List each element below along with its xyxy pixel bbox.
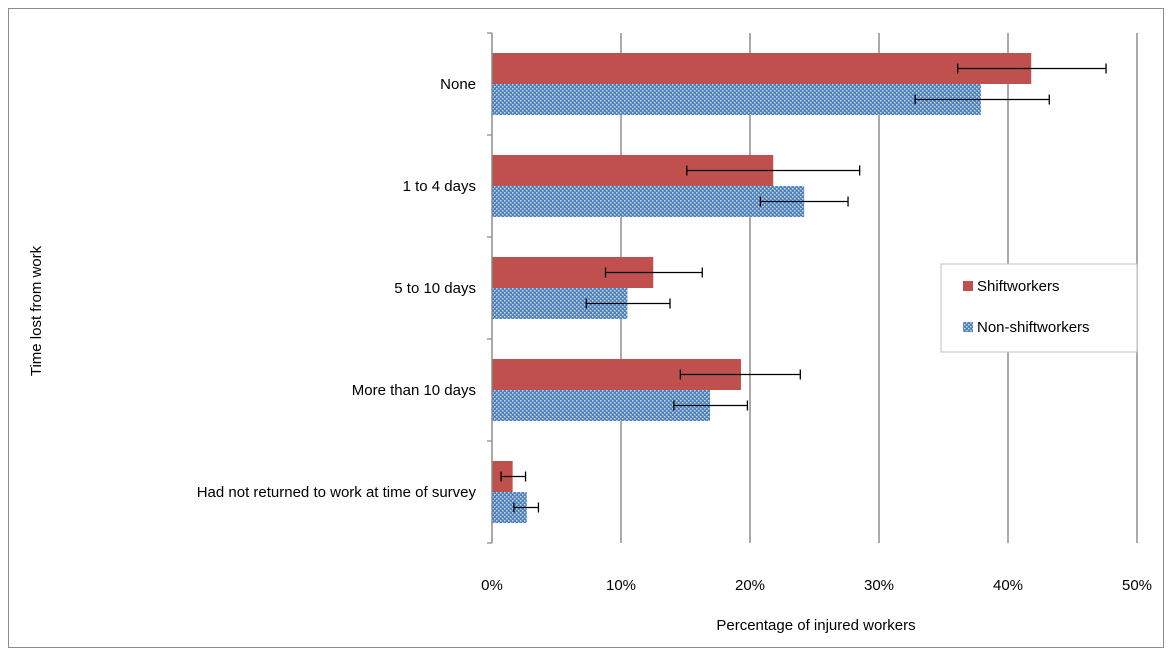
error-bars [500, 63, 1107, 513]
legend-label-shiftworkers: Shiftworkers [977, 278, 1060, 295]
bar-non-shiftworkers [492, 84, 981, 115]
x-tick-label: 30% [864, 577, 894, 594]
tick-labels: 0% 10% 20% 30% 40% 50% None 1 to 4 days 5 to 10 … [197, 76, 1152, 594]
x-tick-label: 50% [1122, 577, 1152, 594]
x-tick-label: 20% [735, 577, 765, 594]
x-tick-label: 40% [993, 577, 1023, 594]
y-tick-label: More than 10 days [352, 382, 476, 399]
legend-box [940, 263, 1138, 353]
y-tick-label: Had not returned to work at time of surv… [197, 484, 477, 501]
y-tick-label: 5 to 10 days [394, 280, 476, 297]
legend-label-non-shiftworkers: Non-shiftworkers [977, 319, 1090, 336]
x-axis-title: Percentage of injured workers [716, 617, 915, 634]
axes [487, 32, 493, 544]
y-axis-title: Time lost from work [28, 245, 45, 376]
legend: Shiftworkers Non-shiftworkers [940, 263, 1138, 353]
bar-shiftworkers [492, 53, 1032, 84]
x-tick-label: 10% [606, 577, 636, 594]
bars [492, 53, 1032, 523]
legend-swatch-shiftworkers [963, 281, 973, 291]
y-tick-label: 1 to 4 days [403, 178, 476, 195]
bar-non-shiftworkers [492, 186, 805, 217]
legend-swatch-non-shiftworkers [963, 322, 973, 332]
x-tick-label: 0% [481, 577, 503, 594]
y-tick-label: None [440, 76, 476, 93]
